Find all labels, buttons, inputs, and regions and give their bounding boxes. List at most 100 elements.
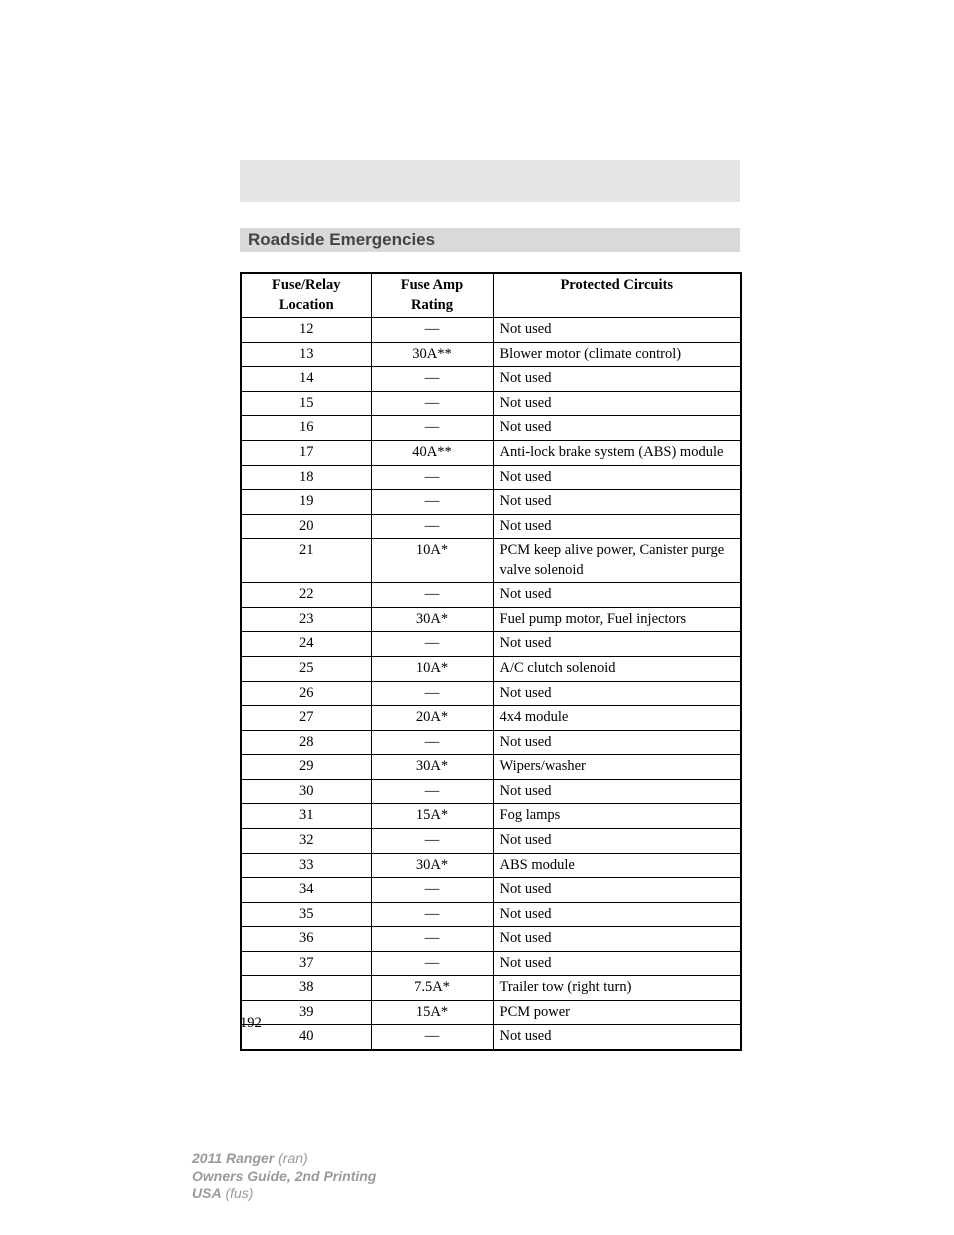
table-row: 3915A*PCM power bbox=[241, 1000, 741, 1025]
cell-circuit: Not used bbox=[493, 902, 741, 927]
section-title-band: Roadside Emergencies bbox=[240, 228, 740, 252]
table-row: 28—Not used bbox=[241, 730, 741, 755]
cell-amp: — bbox=[371, 779, 493, 804]
cell-location: 32 bbox=[241, 828, 371, 853]
cell-location: 24 bbox=[241, 632, 371, 657]
table-row: 22—Not used bbox=[241, 583, 741, 608]
cell-circuit: Not used bbox=[493, 779, 741, 804]
page-number: 192 bbox=[240, 1015, 262, 1032]
cell-circuit: Not used bbox=[493, 828, 741, 853]
cell-amp: 10A* bbox=[371, 657, 493, 682]
cell-location: 30 bbox=[241, 779, 371, 804]
table-row: 30—Not used bbox=[241, 779, 741, 804]
footer-model-code: (ran) bbox=[274, 1150, 307, 1166]
cell-amp: — bbox=[371, 828, 493, 853]
cell-circuit: Wipers/washer bbox=[493, 755, 741, 780]
cell-amp: — bbox=[371, 730, 493, 755]
cell-location: 18 bbox=[241, 465, 371, 490]
cell-circuit: Not used bbox=[493, 632, 741, 657]
cell-location: 15 bbox=[241, 391, 371, 416]
cell-location: 33 bbox=[241, 853, 371, 878]
table-row: 3115A*Fog lamps bbox=[241, 804, 741, 829]
cell-location: 26 bbox=[241, 681, 371, 706]
table-row: 12—Not used bbox=[241, 318, 741, 343]
cell-circuit: A/C clutch solenoid bbox=[493, 657, 741, 682]
col-header-amp: Fuse Amp Rating bbox=[371, 273, 493, 318]
table-row: 16—Not used bbox=[241, 416, 741, 441]
cell-amp: 30A* bbox=[371, 607, 493, 632]
section-title: Roadside Emergencies bbox=[240, 230, 435, 250]
cell-circuit: ABS module bbox=[493, 853, 741, 878]
cell-amp: — bbox=[371, 951, 493, 976]
cell-amp: — bbox=[371, 927, 493, 952]
cell-amp: — bbox=[371, 632, 493, 657]
cell-location: 12 bbox=[241, 318, 371, 343]
cell-circuit: Not used bbox=[493, 1025, 741, 1050]
table-row: 2110A*PCM keep alive power, Canister pur… bbox=[241, 539, 741, 583]
cell-circuit: 4x4 module bbox=[493, 706, 741, 731]
cell-location: 31 bbox=[241, 804, 371, 829]
table-row: 1330A**Blower motor (climate control) bbox=[241, 342, 741, 367]
footer-model: 2011 Ranger bbox=[192, 1150, 274, 1166]
cell-circuit: Not used bbox=[493, 878, 741, 903]
cell-location: 25 bbox=[241, 657, 371, 682]
cell-circuit: Fog lamps bbox=[493, 804, 741, 829]
table-row: 15—Not used bbox=[241, 391, 741, 416]
cell-amp: 30A* bbox=[371, 755, 493, 780]
cell-amp: — bbox=[371, 391, 493, 416]
cell-location: 34 bbox=[241, 878, 371, 903]
page: Roadside Emergencies Fuse/Relay Location… bbox=[0, 0, 954, 1235]
table-row: 18—Not used bbox=[241, 465, 741, 490]
cell-circuit: Fuel pump motor, Fuel injectors bbox=[493, 607, 741, 632]
fuse-table: Fuse/Relay Location Fuse Amp Rating Prot… bbox=[240, 272, 742, 1051]
footer-region-code: (fus) bbox=[222, 1185, 254, 1201]
cell-circuit: Trailer tow (right turn) bbox=[493, 976, 741, 1001]
cell-circuit: Not used bbox=[493, 514, 741, 539]
cell-circuit: Blower motor (climate control) bbox=[493, 342, 741, 367]
table-row: 2510A*A/C clutch solenoid bbox=[241, 657, 741, 682]
footer-region: USA bbox=[192, 1185, 222, 1201]
cell-location: 17 bbox=[241, 440, 371, 465]
table-row: 36—Not used bbox=[241, 927, 741, 952]
cell-amp: — bbox=[371, 583, 493, 608]
cell-amp: 15A* bbox=[371, 1000, 493, 1025]
cell-location: 22 bbox=[241, 583, 371, 608]
cell-location: 29 bbox=[241, 755, 371, 780]
cell-amp: — bbox=[371, 318, 493, 343]
footer-line1: 2011 Ranger (ran) bbox=[192, 1150, 376, 1168]
cell-amp: — bbox=[371, 367, 493, 392]
table-row: 32—Not used bbox=[241, 828, 741, 853]
cell-amp: — bbox=[371, 681, 493, 706]
col1-line2: Location bbox=[279, 297, 334, 313]
col-header-circuits: Protected Circuits bbox=[493, 273, 741, 318]
table-row: 3330A*ABS module bbox=[241, 853, 741, 878]
col1-line1: Fuse/Relay bbox=[272, 277, 340, 293]
cell-amp: 30A* bbox=[371, 853, 493, 878]
footer: 2011 Ranger (ran) Owners Guide, 2nd Prin… bbox=[192, 1150, 376, 1203]
table-header-row: Fuse/Relay Location Fuse Amp Rating Prot… bbox=[241, 273, 741, 318]
cell-amp: — bbox=[371, 465, 493, 490]
table-row: 26—Not used bbox=[241, 681, 741, 706]
table-row: 1740A**Anti-lock brake system (ABS) modu… bbox=[241, 440, 741, 465]
cell-amp: — bbox=[371, 514, 493, 539]
cell-circuit: Not used bbox=[493, 681, 741, 706]
footer-line3: USA (fus) bbox=[192, 1185, 376, 1203]
cell-amp: — bbox=[371, 490, 493, 515]
cell-circuit: Not used bbox=[493, 490, 741, 515]
cell-amp: 7.5A* bbox=[371, 976, 493, 1001]
decorative-top-band bbox=[240, 160, 740, 202]
cell-amp: — bbox=[371, 878, 493, 903]
cell-circuit: Not used bbox=[493, 367, 741, 392]
cell-location: 36 bbox=[241, 927, 371, 952]
cell-circuit: Not used bbox=[493, 583, 741, 608]
table-row: 14—Not used bbox=[241, 367, 741, 392]
cell-circuit: Not used bbox=[493, 391, 741, 416]
cell-amp: 40A** bbox=[371, 440, 493, 465]
cell-circuit: PCM power bbox=[493, 1000, 741, 1025]
table-row: 37—Not used bbox=[241, 951, 741, 976]
col-header-location: Fuse/Relay Location bbox=[241, 273, 371, 318]
cell-location: 16 bbox=[241, 416, 371, 441]
cell-circuit: Not used bbox=[493, 465, 741, 490]
cell-circuit: Not used bbox=[493, 927, 741, 952]
cell-amp: — bbox=[371, 1025, 493, 1050]
